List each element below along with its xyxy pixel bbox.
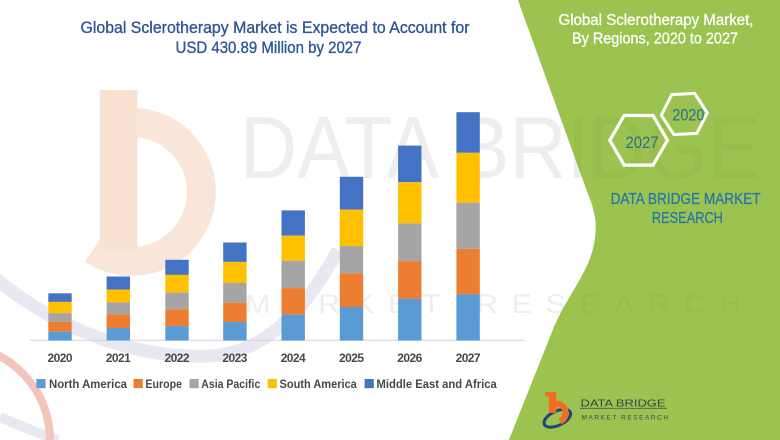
svg-text:MARKET RESEARCH: MARKET RESEARCH xyxy=(582,414,670,421)
svg-text:Asia Pacific: Asia Pacific xyxy=(201,377,260,391)
svg-text:Global Sclerotherapy Market,: Global Sclerotherapy Market, xyxy=(559,12,754,29)
svg-text:RESEARCH: RESEARCH xyxy=(652,210,723,227)
svg-text:Europe: Europe xyxy=(145,377,182,391)
svg-text:USD 430.89 Million by 2027: USD 430.89 Million by 2027 xyxy=(176,39,362,57)
svg-text:2027: 2027 xyxy=(626,133,659,152)
svg-text:2026: 2026 xyxy=(397,351,422,365)
svg-text:North America: North America xyxy=(49,377,127,391)
svg-text:2022: 2022 xyxy=(165,351,190,365)
svg-text:2023: 2023 xyxy=(222,351,247,365)
svg-text:Middle East and Africa: Middle East and Africa xyxy=(377,377,498,391)
svg-text:2027: 2027 xyxy=(456,351,481,365)
svg-text:2024: 2024 xyxy=(281,351,306,365)
svg-text:2020: 2020 xyxy=(48,351,73,365)
svg-text:South America: South America xyxy=(280,377,358,391)
svg-text:DATA BRIDGE MARKET: DATA BRIDGE MARKET xyxy=(611,191,761,208)
svg-text:Global Sclerotherapy Market is: Global Sclerotherapy Market is Expected … xyxy=(81,19,470,37)
svg-text:By Regions, 2020 to 2027: By Regions, 2020 to 2027 xyxy=(572,30,738,47)
svg-text:2021: 2021 xyxy=(106,351,131,365)
svg-text:2025: 2025 xyxy=(339,351,364,365)
svg-text:DATA BRIDGE: DATA BRIDGE xyxy=(581,398,666,409)
svg-text:2020: 2020 xyxy=(672,106,704,125)
